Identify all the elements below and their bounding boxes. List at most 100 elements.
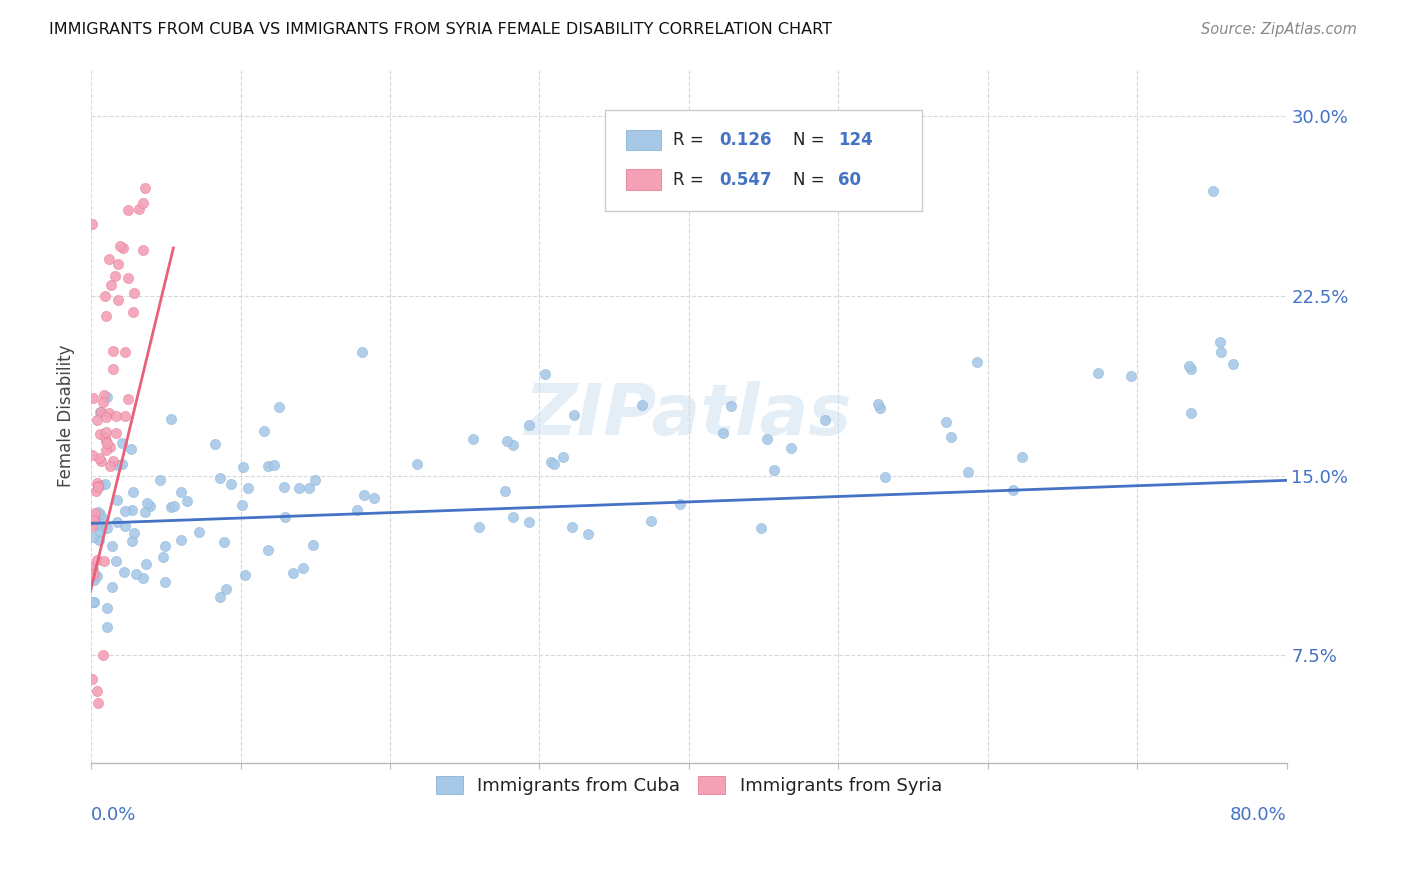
Point <box>83 567 105 582</box>
Point <box>104 425 127 440</box>
Point <box>83 391 105 405</box>
Point <box>82 529 104 543</box>
Point <box>122 305 145 319</box>
Point <box>96 620 118 634</box>
Point <box>966 355 988 369</box>
Point <box>346 503 368 517</box>
Point <box>111 241 134 255</box>
Point <box>80 217 103 231</box>
Point <box>762 463 785 477</box>
Point <box>1001 483 1024 497</box>
Legend: Immigrants from Cuba, Immigrants from Syria: Immigrants from Cuba, Immigrants from Sy… <box>429 769 949 803</box>
Point <box>93 476 115 491</box>
Point <box>89 427 111 442</box>
Point <box>105 409 128 423</box>
Point <box>90 405 112 419</box>
Point <box>517 516 540 530</box>
Point <box>204 437 226 451</box>
Point <box>132 244 155 258</box>
Point <box>86 484 108 499</box>
Point <box>233 567 256 582</box>
Point <box>301 538 323 552</box>
Point <box>363 491 385 506</box>
Point <box>494 484 516 499</box>
Point <box>502 437 524 451</box>
Point <box>238 481 260 495</box>
Point <box>124 567 146 582</box>
Point <box>257 542 280 557</box>
Point <box>135 557 157 571</box>
Point <box>104 269 127 284</box>
Text: ZIPatlas: ZIPatlas <box>526 381 852 450</box>
Point <box>122 485 145 500</box>
Point <box>87 520 110 534</box>
Point <box>1180 406 1202 420</box>
Point <box>149 473 172 487</box>
Point <box>1209 345 1232 359</box>
Point <box>83 573 105 587</box>
Text: 80.0%: 80.0% <box>1230 806 1286 824</box>
Point <box>298 481 321 495</box>
Point <box>713 426 735 441</box>
Point <box>269 401 291 415</box>
Point <box>101 454 124 468</box>
Point <box>153 575 176 590</box>
Point <box>496 434 519 448</box>
Y-axis label: Female Disability: Female Disability <box>58 344 75 487</box>
Point <box>101 539 124 553</box>
Point <box>288 481 311 495</box>
Point <box>94 434 117 449</box>
Point <box>82 562 104 576</box>
Point <box>91 648 114 662</box>
Point <box>112 566 135 580</box>
Point <box>1222 357 1244 371</box>
Point <box>122 286 145 301</box>
Point <box>108 239 131 253</box>
Point <box>208 471 231 485</box>
Point <box>97 406 120 420</box>
Point <box>80 672 103 686</box>
Point <box>87 504 110 518</box>
Text: 124: 124 <box>838 131 873 149</box>
Point <box>93 554 115 568</box>
Point <box>111 457 134 471</box>
Point <box>160 412 183 426</box>
Point <box>82 512 104 526</box>
Point <box>89 405 111 419</box>
Point <box>101 361 124 376</box>
Point <box>219 476 242 491</box>
Point <box>83 595 105 609</box>
Point <box>87 696 110 710</box>
Point <box>720 399 742 413</box>
Point <box>353 488 375 502</box>
Point <box>1180 362 1202 376</box>
Point <box>100 580 122 594</box>
Point <box>96 436 118 450</box>
Point <box>100 278 122 293</box>
Point <box>814 413 837 427</box>
Point <box>263 458 285 472</box>
Text: Source: ZipAtlas.com: Source: ZipAtlas.com <box>1201 22 1357 37</box>
Point <box>562 408 585 422</box>
Point <box>82 448 104 462</box>
Text: 0.547: 0.547 <box>718 170 772 188</box>
Point <box>84 516 107 531</box>
Point <box>170 533 193 547</box>
Point <box>93 289 115 303</box>
Point <box>111 436 134 450</box>
Bar <box>626 129 661 151</box>
Point <box>170 485 193 500</box>
Point <box>121 534 143 549</box>
Bar <box>626 169 661 190</box>
Point <box>176 494 198 508</box>
Point <box>551 450 574 464</box>
Point <box>128 202 150 216</box>
Point <box>957 465 980 479</box>
Point <box>94 309 117 323</box>
Point <box>136 496 159 510</box>
Point <box>134 181 156 195</box>
Point <box>107 458 129 472</box>
Point <box>869 401 891 416</box>
Point <box>1011 450 1033 464</box>
Point <box>98 440 121 454</box>
